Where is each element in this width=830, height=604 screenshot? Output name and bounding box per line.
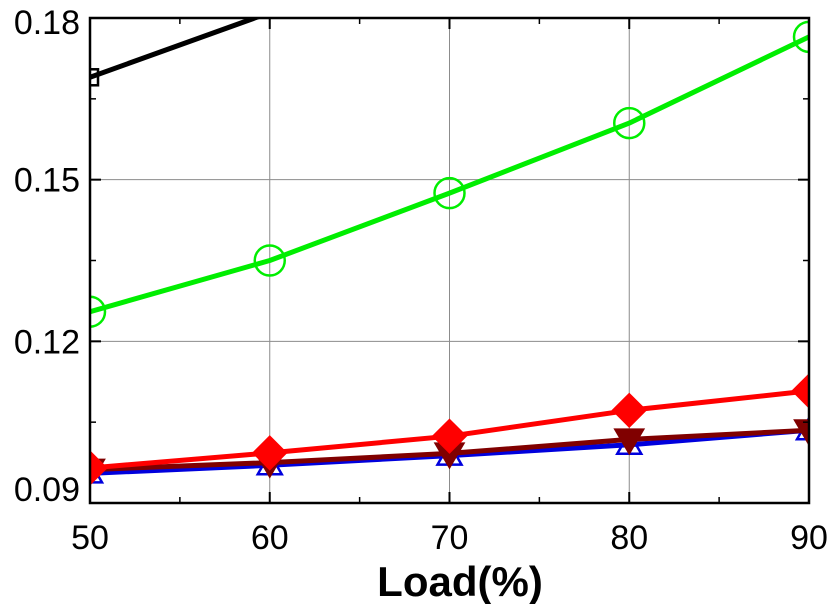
series-square <box>90 18 263 87</box>
data-point-diamond <box>90 450 108 486</box>
x-axis-title: Load(%) <box>377 558 543 604</box>
series-diamond <box>90 373 809 486</box>
data-point-diamond <box>791 373 809 409</box>
x-tick-label: 50 <box>71 519 109 557</box>
data-point-circle <box>253 244 286 277</box>
y-tick-label: 0.12 <box>14 323 80 361</box>
data-point-triangle-down <box>613 428 646 456</box>
data-point-triangle-down <box>793 419 809 447</box>
y-tick-label: 0.15 <box>14 162 80 200</box>
data-point-diamond <box>611 392 647 429</box>
series-line <box>90 34 809 315</box>
data-point-circle <box>613 106 646 140</box>
data-point-circle <box>792 20 809 54</box>
series-line <box>90 18 263 80</box>
x-tick-label: 70 <box>431 519 469 557</box>
tick-labels: 50 60 70 80 90 0.09 0.12 0.15 0.18 <box>14 4 828 557</box>
data-point-circle <box>90 295 107 328</box>
y-tick-label: 0.18 <box>14 4 80 42</box>
grid-lines <box>90 18 809 503</box>
data-point-diamond <box>252 435 288 471</box>
axis-ticks <box>89 17 810 504</box>
data-point-circle <box>433 176 466 210</box>
data-point-diamond <box>431 418 468 454</box>
y-tick-label: 0.09 <box>14 471 80 509</box>
series-circle <box>90 20 809 328</box>
x-tick-label: 80 <box>610 519 648 557</box>
data-point-square <box>90 68 100 87</box>
x-tick-label: 60 <box>251 519 289 557</box>
x-tick-label: 90 <box>790 519 828 557</box>
series-layer <box>90 18 809 486</box>
